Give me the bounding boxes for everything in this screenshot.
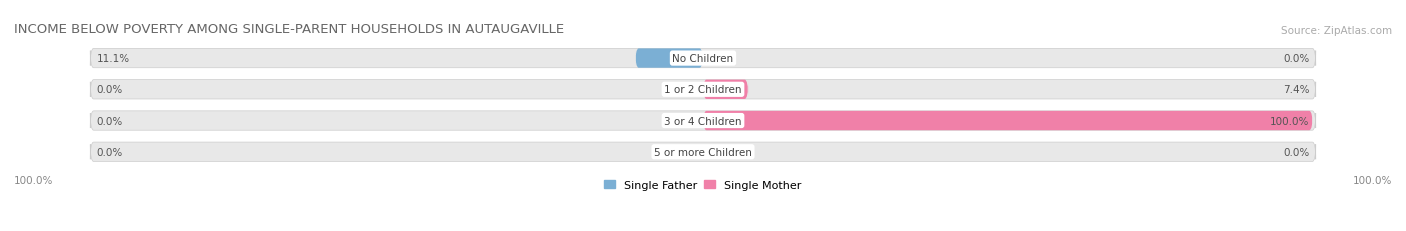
FancyBboxPatch shape bbox=[90, 49, 1316, 68]
Legend: Single Father, Single Mother: Single Father, Single Mother bbox=[605, 180, 801, 190]
Text: 100.0%: 100.0% bbox=[1270, 116, 1309, 126]
Text: 100.0%: 100.0% bbox=[1353, 176, 1392, 186]
Text: 0.0%: 0.0% bbox=[1284, 54, 1309, 64]
Text: 100.0%: 100.0% bbox=[14, 176, 53, 186]
FancyBboxPatch shape bbox=[703, 80, 748, 100]
Text: INCOME BELOW POVERTY AMONG SINGLE-PARENT HOUSEHOLDS IN AUTAUGAVILLE: INCOME BELOW POVERTY AMONG SINGLE-PARENT… bbox=[14, 23, 564, 36]
Text: 3 or 4 Children: 3 or 4 Children bbox=[664, 116, 742, 126]
Text: No Children: No Children bbox=[672, 54, 734, 64]
Text: 5 or more Children: 5 or more Children bbox=[654, 147, 752, 157]
FancyBboxPatch shape bbox=[636, 49, 703, 68]
Text: 11.1%: 11.1% bbox=[97, 54, 129, 64]
FancyBboxPatch shape bbox=[90, 143, 1316, 162]
Text: Source: ZipAtlas.com: Source: ZipAtlas.com bbox=[1281, 26, 1392, 36]
FancyBboxPatch shape bbox=[90, 80, 1316, 100]
FancyBboxPatch shape bbox=[703, 111, 1313, 131]
Text: 1 or 2 Children: 1 or 2 Children bbox=[664, 85, 742, 95]
Text: 0.0%: 0.0% bbox=[97, 147, 122, 157]
Text: 0.0%: 0.0% bbox=[97, 85, 122, 95]
Text: 0.0%: 0.0% bbox=[97, 116, 122, 126]
FancyBboxPatch shape bbox=[90, 111, 1316, 131]
Text: 7.4%: 7.4% bbox=[1284, 85, 1309, 95]
Text: 0.0%: 0.0% bbox=[1284, 147, 1309, 157]
